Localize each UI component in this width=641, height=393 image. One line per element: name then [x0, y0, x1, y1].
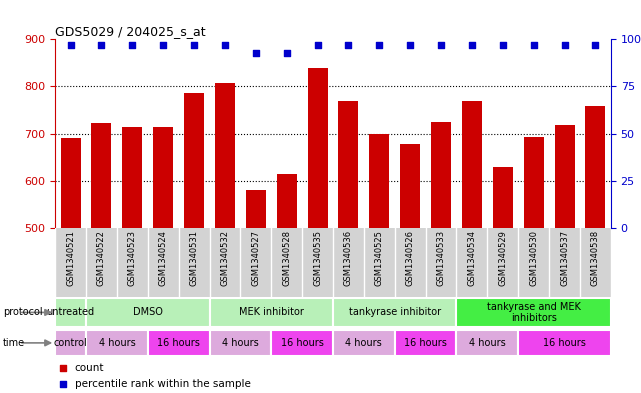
Bar: [493, 167, 513, 228]
Bar: [55, 330, 86, 356]
Text: GSM1340521: GSM1340521: [66, 230, 75, 286]
Bar: [431, 122, 451, 228]
Point: [404, 141, 414, 147]
Text: 4 hours: 4 hours: [99, 338, 135, 348]
Text: GSM1340530: GSM1340530: [529, 230, 538, 286]
Bar: [147, 330, 210, 356]
Bar: [338, 101, 358, 228]
Text: GSM1340523: GSM1340523: [128, 230, 137, 286]
Text: GSM1340529: GSM1340529: [498, 230, 507, 286]
Point: [251, 50, 261, 56]
Text: 4 hours: 4 hours: [222, 338, 259, 348]
Bar: [215, 83, 235, 228]
Text: GSM1340536: GSM1340536: [344, 230, 353, 286]
Bar: [210, 298, 333, 327]
Bar: [210, 330, 271, 356]
Bar: [55, 298, 86, 327]
Point: [529, 42, 539, 48]
Point: [404, 292, 414, 298]
Point: [497, 42, 508, 48]
Bar: [246, 190, 266, 228]
Bar: [92, 123, 112, 228]
Bar: [184, 93, 204, 228]
Bar: [395, 330, 456, 356]
Bar: [277, 174, 297, 228]
Point: [560, 42, 570, 48]
Text: MEK inhibitor: MEK inhibitor: [239, 307, 304, 318]
Text: 16 hours: 16 hours: [543, 338, 586, 348]
Point: [127, 42, 137, 48]
Bar: [122, 127, 142, 228]
Bar: [456, 298, 611, 327]
Text: GSM1340527: GSM1340527: [251, 230, 260, 286]
Point: [220, 42, 230, 48]
Text: GSM1340525: GSM1340525: [375, 230, 384, 286]
Text: 16 hours: 16 hours: [157, 338, 200, 348]
Text: 16 hours: 16 hours: [404, 338, 447, 348]
Point: [590, 42, 601, 48]
Text: GSM1340533: GSM1340533: [437, 230, 445, 286]
Bar: [153, 127, 173, 228]
Text: GSM1340524: GSM1340524: [159, 230, 168, 286]
Bar: [585, 106, 606, 228]
Bar: [333, 298, 456, 327]
Bar: [60, 138, 81, 228]
Bar: [271, 330, 333, 356]
Text: GSM1340537: GSM1340537: [560, 230, 569, 286]
Bar: [86, 330, 147, 356]
Text: percentile rank within the sample: percentile rank within the sample: [74, 379, 251, 389]
Text: GSM1340526: GSM1340526: [406, 230, 415, 286]
Text: DMSO: DMSO: [133, 307, 163, 318]
Point: [281, 50, 292, 56]
Point: [312, 42, 322, 48]
Bar: [86, 298, 210, 327]
Text: tankyrase inhibitor: tankyrase inhibitor: [349, 307, 441, 318]
Point: [344, 42, 354, 48]
Bar: [554, 125, 574, 228]
Text: 16 hours: 16 hours: [281, 338, 324, 348]
Point: [189, 42, 199, 48]
Text: GSM1340528: GSM1340528: [282, 230, 291, 286]
Text: GSM1340532: GSM1340532: [221, 230, 229, 286]
Bar: [400, 144, 420, 228]
Point: [436, 42, 446, 48]
Text: GSM1340531: GSM1340531: [190, 230, 199, 286]
Text: untreated: untreated: [47, 307, 95, 318]
Text: 4 hours: 4 hours: [469, 338, 506, 348]
Text: time: time: [3, 338, 26, 348]
Text: GSM1340535: GSM1340535: [313, 230, 322, 286]
Bar: [462, 101, 482, 228]
Text: tankyrase and MEK
inhibitors: tankyrase and MEK inhibitors: [487, 302, 581, 323]
Bar: [456, 330, 518, 356]
Point: [158, 42, 169, 48]
Text: GSM1340538: GSM1340538: [591, 230, 600, 286]
Bar: [333, 330, 395, 356]
Point: [96, 42, 106, 48]
Bar: [308, 68, 328, 228]
Point: [65, 42, 76, 48]
Bar: [369, 134, 389, 228]
Point: [374, 42, 385, 48]
Text: protocol: protocol: [3, 307, 43, 318]
Text: count: count: [74, 362, 104, 373]
Text: GSM1340534: GSM1340534: [467, 230, 476, 286]
Point: [405, 42, 415, 48]
Point: [467, 42, 477, 48]
Text: GSM1340522: GSM1340522: [97, 230, 106, 286]
Text: GDS5029 / 204025_s_at: GDS5029 / 204025_s_at: [55, 25, 206, 38]
Bar: [524, 138, 544, 228]
Text: control: control: [54, 338, 87, 348]
Text: 4 hours: 4 hours: [345, 338, 382, 348]
Bar: [518, 330, 611, 356]
